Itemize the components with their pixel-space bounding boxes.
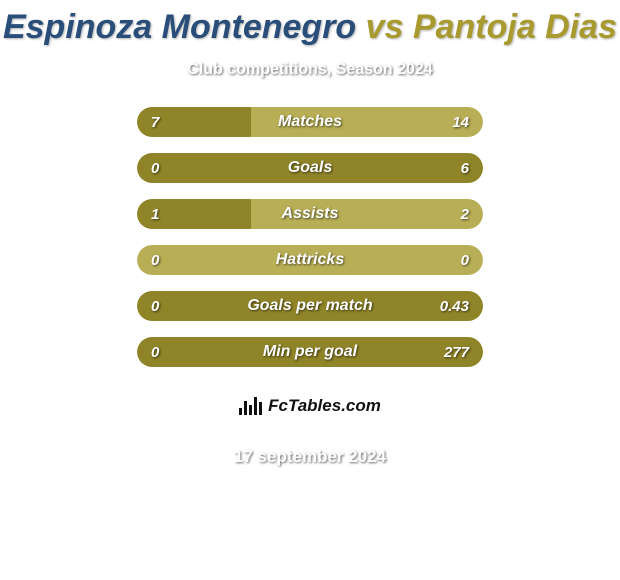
player-badge-ellipse xyxy=(486,129,596,159)
fctables-logo[interactable]: FcTables.com xyxy=(207,383,413,429)
stat-value-right: 277 xyxy=(444,337,469,367)
comparison-title: Espinoza Montenegro vs Pantoja Dias xyxy=(0,0,620,47)
player1-name: Espinoza Montenegro xyxy=(3,8,356,46)
subtitle: Club competitions, Season 2024 xyxy=(0,61,620,79)
stat-label: Goals per match xyxy=(137,291,483,321)
stat-value-left: 0 xyxy=(151,337,159,367)
stat-row: Goals per match0 0.43 xyxy=(137,291,483,321)
stat-row: Goals0 6 xyxy=(137,153,483,183)
vs-separator: vs xyxy=(366,8,404,46)
logo-text: FcTables.com xyxy=(268,396,381,416)
stat-value-left: 7 xyxy=(151,107,159,137)
stat-label: Min per goal xyxy=(137,337,483,367)
player-badge-ellipse xyxy=(14,181,124,211)
stat-value-left: 0 xyxy=(151,245,159,275)
stat-row: Matches7 14 xyxy=(137,107,483,137)
stat-value-right: 2 xyxy=(461,199,469,229)
date-label: 17 september 2024 xyxy=(0,447,620,467)
stat-label: Matches xyxy=(137,107,483,137)
stat-value-right: 14 xyxy=(452,107,469,137)
player-badge-ellipse xyxy=(496,181,606,211)
bar-chart-icon xyxy=(239,397,262,415)
player-badge-ellipse xyxy=(4,129,114,159)
stat-value-right: 0 xyxy=(461,245,469,275)
stat-row: Assists1 2 xyxy=(137,199,483,229)
stat-value-left: 1 xyxy=(151,199,159,229)
stat-label: Hattricks xyxy=(137,245,483,275)
player2-name: Pantoja Dias xyxy=(413,8,617,46)
stat-label: Goals xyxy=(137,153,483,183)
stat-value-right: 0.43 xyxy=(440,291,469,321)
comparison-chart: Matches714Goals06Assists12Hattricks00Goa… xyxy=(0,107,620,367)
stat-label: Assists xyxy=(137,199,483,229)
stat-value-left: 0 xyxy=(151,291,159,321)
stat-row: Hattricks0 0 xyxy=(137,245,483,275)
stat-row: Min per goal0 277 xyxy=(137,337,483,367)
stat-value-left: 0 xyxy=(151,153,159,183)
stat-value-right: 6 xyxy=(461,153,469,183)
